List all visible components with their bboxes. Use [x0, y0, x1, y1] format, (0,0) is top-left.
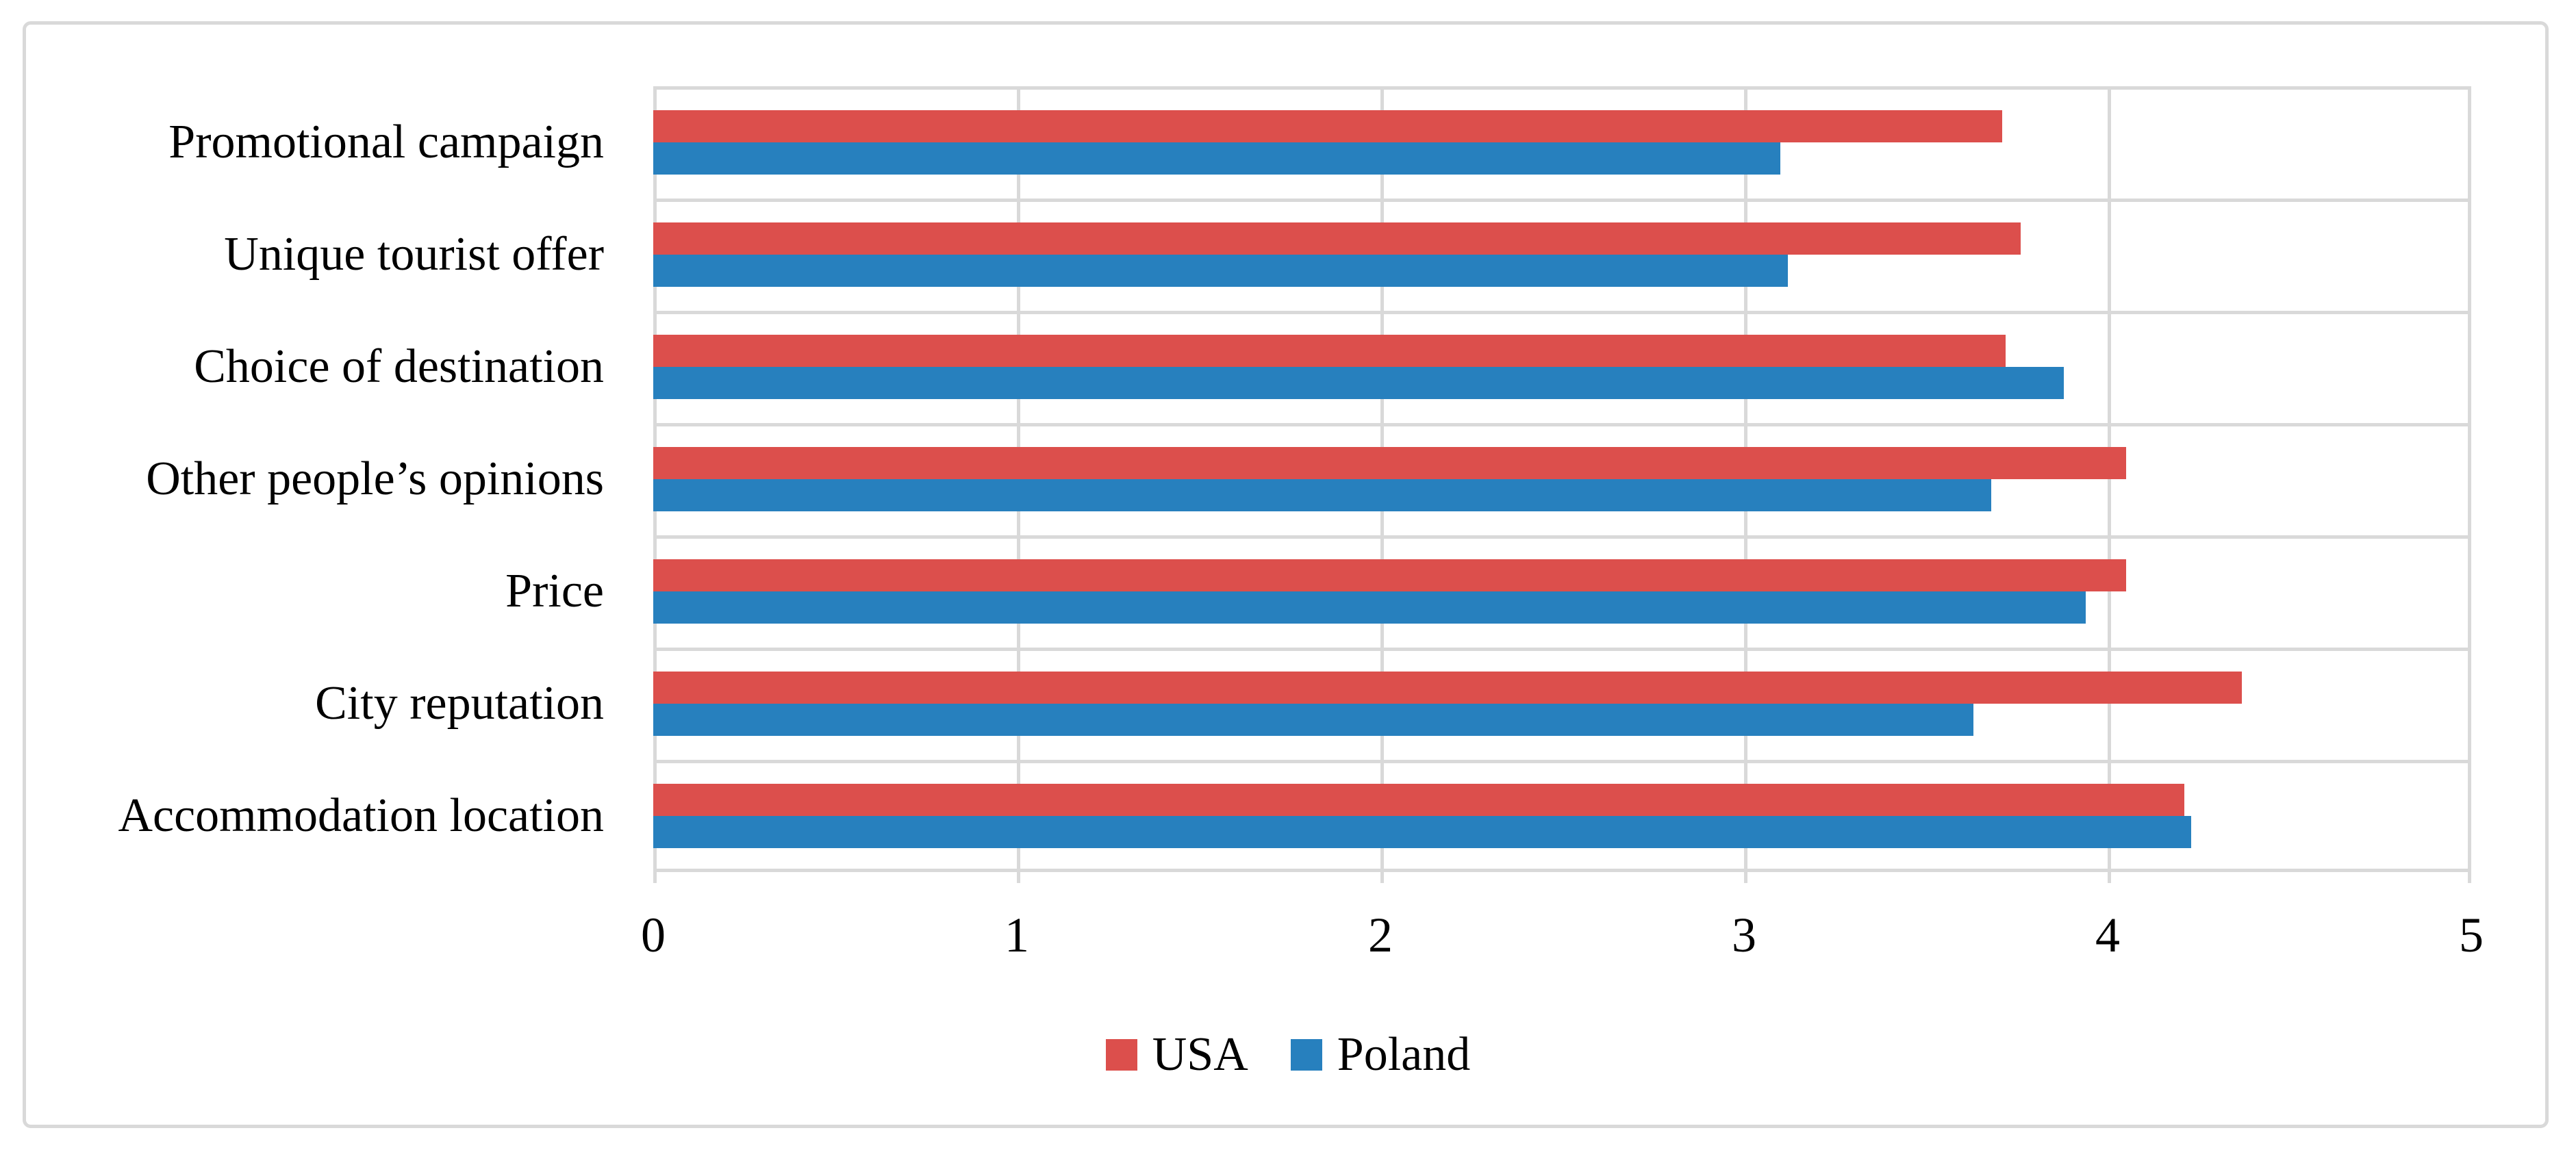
bar-usa-1	[653, 110, 2002, 142]
x-axis-tick-mark	[1744, 872, 1747, 883]
bar-poland-4	[653, 479, 1991, 511]
legend: USA Poland	[0, 1031, 2576, 1079]
bar-usa-2	[653, 222, 2021, 255]
x-tick-label-1: 1	[1005, 908, 1029, 962]
x-axis-tick-mark	[2108, 872, 2111, 883]
plot-area	[653, 86, 2471, 883]
horizontal-gridline	[653, 760, 2471, 763]
category-label: City reputation	[315, 677, 604, 730]
bar-usa-5	[653, 559, 2126, 591]
legend-label: Poland	[1337, 1028, 1471, 1081]
vertical-gridline	[2108, 86, 2111, 872]
x-axis-line	[653, 869, 2471, 872]
bar-poland-5	[653, 591, 2086, 624]
bar-usa-7	[653, 784, 2184, 816]
x-tick-label-3: 3	[1732, 908, 1756, 962]
x-axis-tick-mark	[1017, 872, 1020, 883]
bar-usa-4	[653, 447, 2126, 479]
horizontal-gridline	[653, 423, 2471, 426]
legend-entry-poland: Poland	[1290, 1028, 1471, 1081]
bar-poland-2	[653, 255, 1788, 287]
legend-swatch-poland	[1290, 1039, 1322, 1071]
legend-entry-usa: USA	[1105, 1028, 1248, 1081]
legend-label: USA	[1152, 1028, 1248, 1081]
x-axis-tick-mark	[2468, 872, 2471, 883]
bar-usa-3	[653, 335, 2006, 367]
horizontal-gridline	[653, 311, 2471, 314]
plot-top-border	[653, 86, 2471, 90]
category-label: Price	[505, 565, 604, 617]
category-label: Other people’s opinions	[146, 452, 604, 505]
horizontal-gridline	[653, 648, 2471, 651]
y-axis-category-labels: Promotional campaign Unique tourist offer…	[0, 86, 604, 872]
bar-usa-6	[653, 672, 2242, 704]
category-label: Accommodation location	[118, 789, 604, 842]
category-label: Promotional campaign	[168, 116, 604, 168]
bar-poland-7	[653, 816, 2191, 848]
x-tick-label-4: 4	[2095, 908, 2120, 962]
x-tick-label-5: 5	[2459, 908, 2484, 962]
x-axis-tick-mark	[653, 872, 657, 883]
x-tick-label-0: 0	[641, 908, 666, 962]
bar-poland-3	[653, 367, 2064, 399]
category-label: Unique tourist offer	[224, 228, 604, 281]
horizontal-gridline	[653, 535, 2471, 539]
x-tick-label-2: 2	[1368, 908, 1393, 962]
vertical-gridline	[2468, 86, 2471, 872]
x-axis-tick-mark	[1380, 872, 1384, 883]
horizontal-gridline	[653, 199, 2471, 202]
category-label: Choice of destination	[194, 340, 604, 393]
legend-swatch-usa	[1105, 1039, 1137, 1071]
bar-poland-6	[653, 704, 1973, 736]
bar-poland-1	[653, 142, 1780, 175]
